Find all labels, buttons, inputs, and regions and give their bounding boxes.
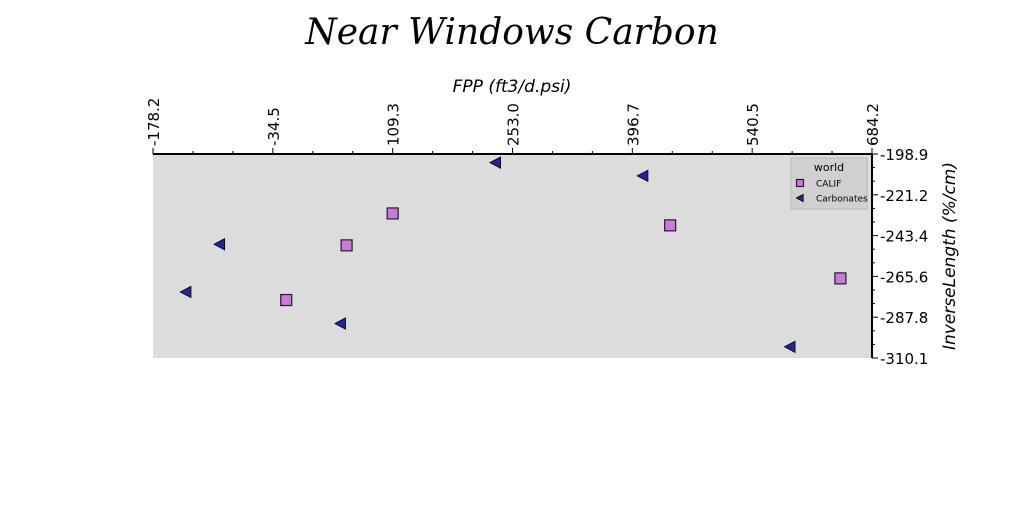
legend-label: CALIF	[816, 180, 841, 190]
x-axis-label: FPP (ft3/d.psi)	[453, 77, 572, 97]
x-tick-label: 109.3	[385, 103, 403, 146]
carbonates-point	[489, 156, 502, 169]
x-tick-label: -34.5	[265, 107, 283, 146]
x-axis-ticks: -178.2 -34.5 109.3 253.0 396.7 540.5 684.2	[145, 98, 882, 154]
y-tick-label: -287.8	[880, 309, 928, 327]
x-tick-label: -178.2	[145, 98, 163, 146]
y-tick-label: -310.1	[880, 350, 928, 368]
carbonates-point	[213, 237, 226, 251]
calif-point	[386, 207, 399, 220]
carbonates-point	[636, 169, 649, 183]
y-tick-label: -198.9	[880, 146, 928, 164]
y-axis-label: InverseLength (%/cm)	[940, 162, 960, 350]
plot-area	[153, 154, 872, 358]
data-points	[179, 156, 847, 354]
legend-title: world	[814, 161, 844, 174]
x-tick-label: 396.7	[624, 103, 642, 146]
calif-point	[280, 293, 293, 307]
y-tick-label: -221.2	[880, 187, 928, 205]
x-tick-label: 540.5	[744, 103, 762, 146]
legend-label: Carbonates	[816, 195, 868, 205]
carbonates-point	[333, 317, 346, 330]
calif-point	[340, 239, 353, 252]
y-axis-ticks: -198.9 -221.2 -243.4 -265.6 -287.8 -310.1	[872, 146, 928, 368]
x-tick-label: 253.0	[505, 103, 523, 146]
carbonates-point	[179, 285, 192, 299]
carbonates-point	[783, 340, 796, 354]
y-tick-label: -265.6	[880, 268, 928, 286]
y-tick-label: -243.4	[880, 228, 928, 246]
calif-point	[664, 219, 677, 232]
legend-marker-calif	[795, 178, 805, 188]
x-tick-label: 684.2	[864, 103, 882, 146]
legend: world CALIF Carbonates	[790, 157, 868, 210]
calif-point	[834, 272, 847, 285]
legend-marker-carbonates	[795, 193, 804, 203]
chart-title: Near Windows Carbon	[304, 12, 719, 53]
